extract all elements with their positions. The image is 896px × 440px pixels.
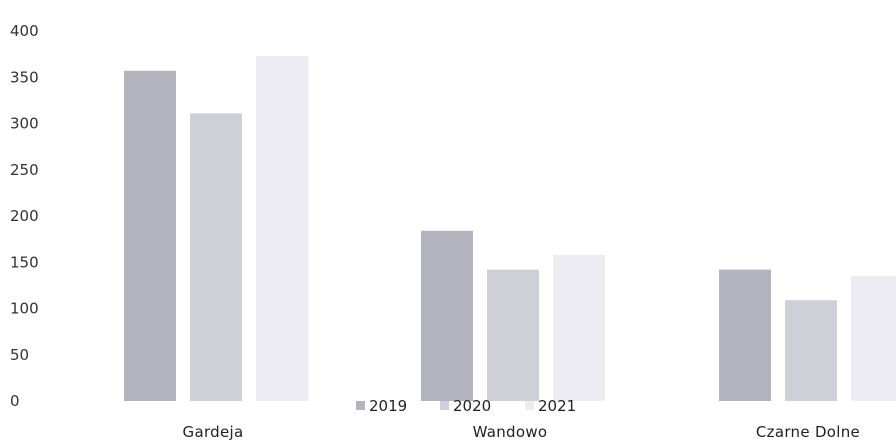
bars [124, 55, 896, 402]
y-axis-tick-labels: 0 50 100 150 200 250 300 350 400 [10, 22, 39, 410]
y-tick-label: 0 [10, 392, 20, 410]
y-tick-label: 200 [10, 207, 39, 225]
legend-label: 2021 [538, 397, 576, 415]
bar-2019-wandowo [421, 230, 473, 401]
category-label: Wandowo [473, 423, 548, 440]
y-tick-label: 150 [10, 253, 39, 271]
y-tick-label: 50 [10, 346, 29, 364]
category-label: Gardeja [183, 423, 244, 440]
legend-swatch-2020 [440, 401, 449, 410]
bar-2020-wandowo [487, 269, 539, 401]
y-tick-label: 250 [10, 161, 39, 179]
bar-2021-gardeja [256, 55, 308, 401]
bar-2019-gardeja [124, 70, 176, 402]
bar-2021-wandowo [553, 254, 605, 401]
category-label: Czarne Dolne [756, 423, 860, 440]
bar-2021-czarne-dolne [851, 276, 896, 401]
y-tick-label: 100 [10, 300, 39, 318]
bar-2020-gardeja [190, 113, 242, 401]
bar-2020-czarne-dolne [785, 300, 837, 401]
bar-2019-czarne-dolne [719, 269, 771, 401]
legend: 2019 2020 2021 [356, 397, 576, 415]
category-labels: Gardeja Wandowo Czarne Dolne [183, 423, 860, 440]
legend-label: 2020 [453, 397, 491, 415]
y-tick-label: 400 [10, 22, 39, 40]
legend-label: 2019 [369, 397, 407, 415]
legend-swatch-2021 [525, 401, 534, 410]
y-tick-label: 350 [10, 68, 39, 86]
legend-swatch-2019 [356, 401, 365, 410]
y-tick-label: 300 [10, 115, 39, 133]
